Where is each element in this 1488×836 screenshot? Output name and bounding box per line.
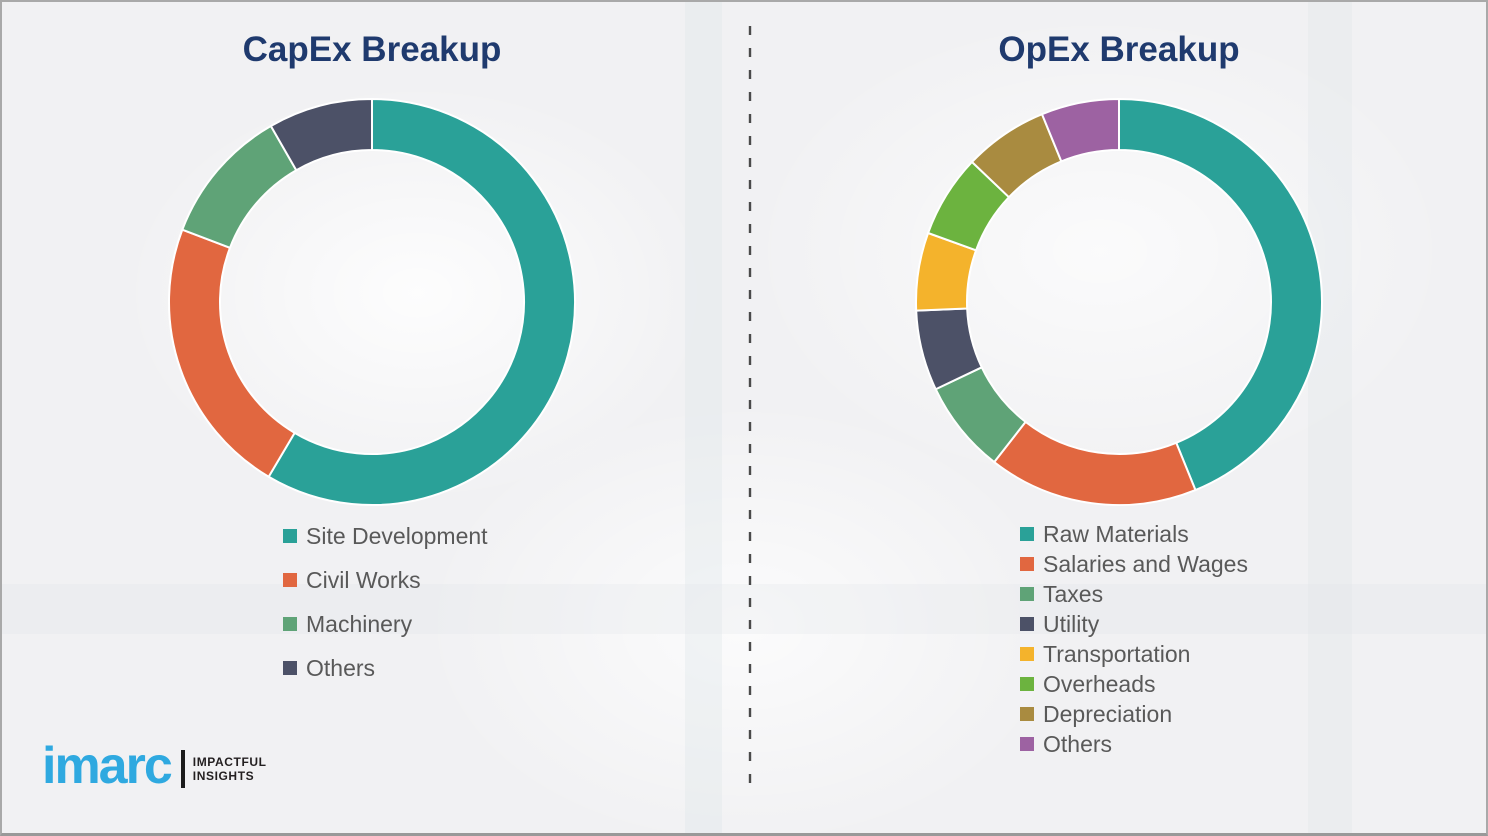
capex-legend-label-others: Others: [306, 654, 376, 681]
capex-legend-item-civil-works: Civil Works: [283, 558, 488, 602]
imarc-tagline-line1: IMPACTFUL: [192, 754, 267, 769]
capex-legend-swatch-machinery: [283, 617, 297, 631]
capex-segment-machinery: [181, 124, 298, 249]
opex-legend-item-depreciation: Depreciation: [1020, 699, 1248, 729]
opex-legend-item-taxes: Taxes: [1020, 579, 1248, 609]
capex-legend-item-machinery: Machinery: [283, 602, 488, 646]
opex-legend-swatch-others: [1020, 737, 1034, 751]
opex-legend-label-overheads: Overheads: [1043, 670, 1156, 697]
imarc-logo-divider-bar: [180, 750, 185, 788]
background-watermark-streak: [684, 2, 722, 833]
background-watermark-band: [2, 583, 1486, 634]
imarc-tagline-line2: INSIGHTS: [192, 769, 255, 783]
opex-legend-item-overheads: Overheads: [1020, 669, 1248, 699]
opex-legend-swatch-transportation: [1020, 647, 1034, 661]
capex-legend-swatch-site-development: [283, 529, 297, 543]
opex-legend-label-transportation: Transportation: [1043, 640, 1191, 667]
opex-legend-label-raw-materials: Raw Materials: [1043, 520, 1189, 547]
opex-legend: Raw Materials Salaries and Wages Taxes Util…: [1020, 519, 1248, 759]
imarc-logo-text: imarc: [42, 737, 173, 795]
opex-legend-swatch-taxes: [1020, 587, 1034, 601]
opex-donut-chart: [915, 98, 1323, 506]
imarc-logo-tagline: IMPACTFUL INSIGHTS: [193, 755, 267, 784]
imarc-logo: imarc IMPACTFUL INSIGHTS: [42, 740, 267, 792]
capex-segment-civil-works: [168, 228, 296, 478]
capex-legend-item-site-development: Site Development: [283, 514, 488, 558]
opex-legend-swatch-depreciation: [1020, 707, 1034, 721]
opex-legend-item-raw-materials: Raw Materials: [1020, 519, 1248, 549]
capex-legend-label-machinery: Machinery: [306, 610, 413, 637]
opex-legend-swatch-overheads: [1020, 677, 1034, 691]
opex-legend-swatch-raw-materials: [1020, 527, 1034, 541]
opex-legend-swatch-utility: [1020, 617, 1034, 631]
opex-legend-item-others: Others: [1020, 729, 1248, 759]
opex-legend-label-others: Others: [1043, 730, 1113, 757]
capex-legend-swatch-civil-works: [283, 573, 297, 587]
capex-legend-item-others: Others: [283, 646, 488, 690]
capex-chart-title: CapEx Breakup: [242, 30, 502, 69]
opex-legend-label-taxes: Taxes: [1043, 580, 1104, 607]
opex-segment-raw-materials: [1118, 98, 1323, 492]
opex-legend-item-utility: Utility: [1020, 609, 1248, 639]
capex-segment-site-development: [267, 98, 576, 506]
capex-legend-label-site-development: Site Development: [306, 522, 488, 549]
capex-donut-chart: [168, 98, 576, 506]
opex-legend-swatch-salaries-and-wages: [1020, 557, 1034, 571]
opex-segment-others: [1040, 98, 1120, 163]
divider-dashed-line: [748, 26, 752, 794]
capex-legend-swatch-others: [283, 661, 297, 675]
capex-legend-label-civil-works: Civil Works: [306, 566, 421, 593]
capex-legend: Site Development Civil Works Machinery Othe…: [283, 514, 488, 690]
opex-legend-item-transportation: Transportation: [1020, 639, 1248, 669]
opex-legend-label-depreciation: Depreciation: [1043, 700, 1173, 727]
opex-legend-label-salaries-and-wages: Salaries and Wages: [1043, 550, 1248, 577]
opex-segment-salaries-and-wages: [993, 420, 1197, 506]
opex-chart-title: OpEx Breakup: [998, 30, 1240, 69]
opex-legend-label-utility: Utility: [1043, 610, 1100, 637]
capex-segment-others: [269, 98, 373, 172]
opex-legend-item-salaries-and-wages: Salaries and Wages: [1020, 549, 1248, 579]
